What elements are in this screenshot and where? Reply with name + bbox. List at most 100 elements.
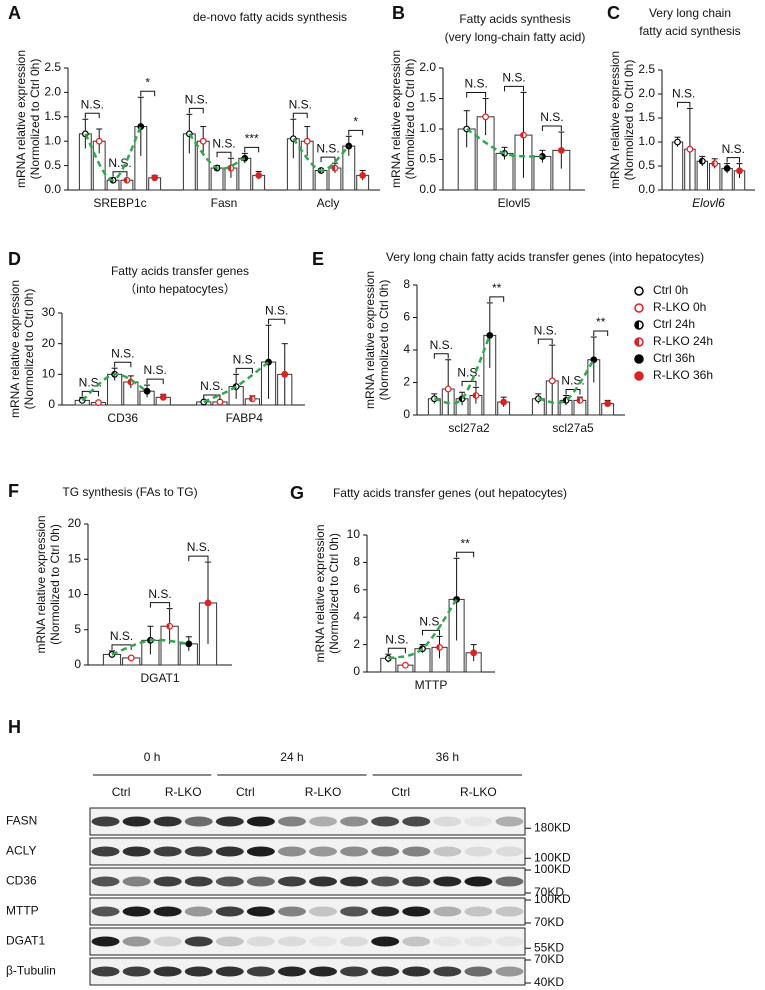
blot-band — [153, 906, 182, 917]
blot-band — [91, 966, 120, 977]
mean-marker — [520, 131, 527, 139]
significance-bracket — [348, 129, 364, 136]
blot-band — [153, 876, 182, 887]
protein-label: CD36 — [6, 874, 37, 888]
y-axis-label: (Normolized to Ctrl 0h) — [377, 280, 391, 401]
y-axis-label: (Normolized to Ctrl 0h) — [622, 60, 636, 181]
blot-band — [464, 936, 493, 947]
blot-band — [184, 906, 213, 917]
y-tick-label: 20 — [68, 516, 82, 530]
x-tick-label: Fasn — [211, 196, 238, 210]
significance-bracket — [456, 551, 475, 558]
significance-bracket — [188, 555, 209, 562]
significance-label: N.S. — [265, 303, 288, 317]
significance-bracket — [114, 361, 132, 368]
y-axis-label: mRNA relative expression — [34, 515, 48, 653]
significance-bracket — [726, 157, 740, 163]
mean-marker — [331, 164, 339, 172]
blot-band — [371, 906, 400, 917]
significance-label: N.S. — [561, 374, 584, 388]
significance-bracket — [387, 647, 406, 654]
y-tick-label: 2.5 — [638, 62, 655, 76]
blot-band — [309, 846, 338, 857]
panel-letter: F — [8, 481, 19, 501]
legend-label: Ctrl 0h — [653, 283, 688, 297]
chart-title: （into hepatocytes） — [124, 282, 235, 296]
y-axis-label: mRNA relative expression — [313, 524, 327, 662]
mean-marker — [281, 370, 289, 378]
trend-line — [292, 137, 350, 172]
trend-line — [188, 133, 246, 171]
blot-band — [246, 846, 275, 857]
blot-band — [371, 936, 400, 947]
group-label: R-LKO — [460, 785, 497, 799]
significance-bracket — [216, 151, 232, 158]
blot-band — [215, 936, 244, 947]
y-tick-label: 2.0 — [638, 86, 655, 100]
legend-marker — [634, 337, 644, 347]
significance-label: N.S. — [534, 323, 557, 337]
significance-bracket — [112, 171, 128, 177]
chart-title: Fatty acids transfer genes — [111, 264, 249, 278]
y-tick-label: 0 — [48, 397, 55, 411]
blot-band — [402, 876, 431, 887]
blot-band — [153, 966, 182, 977]
y-axis-label: (Normolized to Ctrl 0h) — [48, 524, 62, 645]
significance-bracket — [593, 330, 609, 336]
blot-band — [215, 876, 244, 887]
y-tick-label: 1.0 — [638, 134, 655, 148]
trend-line — [81, 373, 148, 402]
legend-marker — [634, 354, 644, 364]
significance-bracket — [268, 318, 286, 325]
blot-band — [122, 816, 151, 827]
significance-label: N.S. — [540, 110, 563, 124]
protein-label: FASN — [6, 814, 37, 828]
significance-label: N.S. — [289, 97, 312, 111]
blot-band — [246, 906, 275, 917]
blot-band — [184, 816, 213, 827]
y-tick-label: 1.5 — [44, 109, 61, 123]
timepoint-label: 36 h — [436, 750, 459, 764]
y-tick-label: 2.5 — [44, 60, 61, 74]
blot-band — [495, 966, 524, 977]
blot-band — [464, 816, 493, 827]
trend-line — [538, 359, 595, 405]
blot-band — [495, 936, 524, 947]
x-tick-label: CD36 — [107, 411, 138, 425]
significance-bracket — [461, 380, 477, 387]
mean-marker — [151, 174, 159, 182]
mean-marker — [723, 164, 731, 172]
mean-marker — [711, 160, 719, 168]
blot-band — [91, 816, 120, 827]
mean-marker — [500, 398, 508, 406]
blot-band — [122, 846, 151, 857]
significance-label: N.S. — [111, 346, 134, 360]
mean-marker — [303, 137, 311, 145]
mean-marker — [736, 167, 743, 175]
blot-band — [184, 846, 213, 857]
mean-marker — [185, 640, 193, 648]
y-tick-label: 2.0 — [44, 85, 61, 99]
significance-label: * — [353, 114, 358, 128]
size-marker: 100KD — [534, 850, 571, 864]
y-tick-label: 2 — [403, 375, 410, 389]
size-marker: 100KD — [534, 862, 571, 876]
x-tick-label: MTTP — [415, 678, 448, 692]
blot-band — [215, 966, 244, 977]
blot-band — [402, 936, 431, 947]
blot-band — [153, 846, 182, 857]
panel-letter: A — [8, 3, 21, 23]
blot-band — [277, 936, 306, 947]
blot-band — [277, 906, 306, 917]
blot-band — [433, 936, 462, 947]
chart-title: Fatty acids transfer genes (out hepatocy… — [333, 486, 567, 500]
significance-bracket — [292, 112, 308, 119]
blot-band — [433, 816, 462, 827]
size-marker: 180KD — [534, 820, 571, 834]
mean-marker — [557, 146, 565, 154]
blot-band — [277, 876, 306, 887]
blot-band — [495, 846, 524, 857]
size-marker: 70KD — [534, 952, 564, 966]
blot-band — [402, 906, 431, 917]
mean-marker — [674, 138, 681, 146]
